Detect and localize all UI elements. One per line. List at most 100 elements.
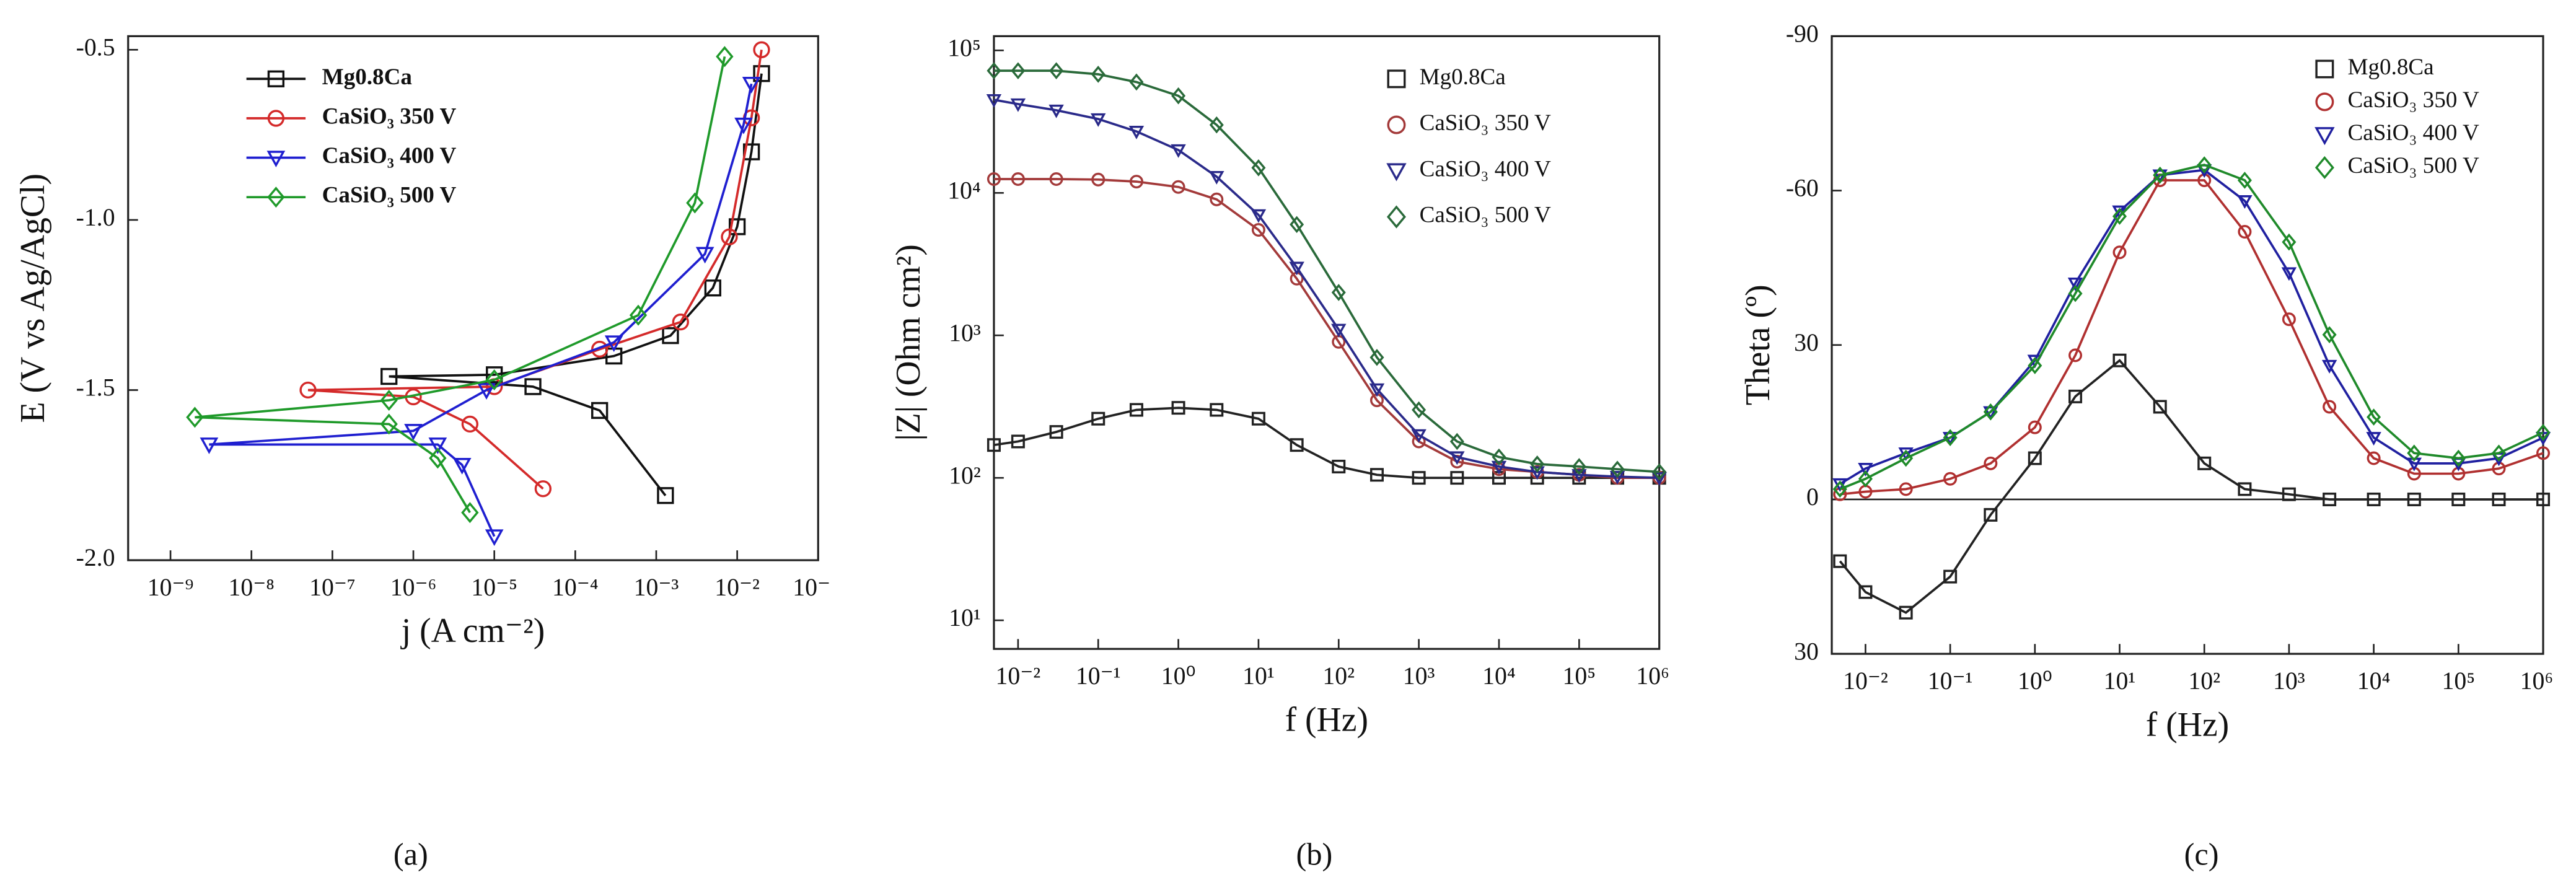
marker bbox=[1210, 192, 1224, 206]
marker bbox=[1369, 468, 1384, 482]
legend-label: CaSiO₃ 400 V bbox=[322, 143, 457, 169]
marker bbox=[2492, 492, 2506, 506]
marker bbox=[186, 406, 204, 428]
marker bbox=[734, 117, 753, 134]
marker bbox=[1011, 434, 1025, 449]
marker bbox=[987, 438, 1001, 452]
marker bbox=[2323, 400, 2337, 414]
series-line bbox=[993, 69, 1659, 473]
marker bbox=[429, 447, 447, 469]
legend-label: CaSiO₃ 350 V bbox=[2347, 87, 2479, 113]
x-tick-label: 10¹ bbox=[1242, 662, 1275, 690]
x-tick-label: 10⁵ bbox=[2442, 667, 2475, 695]
marker bbox=[477, 383, 496, 400]
x-tick-label: 10⁻² bbox=[996, 662, 1041, 690]
marker bbox=[1171, 401, 1185, 415]
marker bbox=[2197, 456, 2212, 470]
legend-label: CaSiO₃ 400 V bbox=[2347, 120, 2479, 146]
y-tick-label: -1.0 bbox=[76, 204, 115, 231]
marker bbox=[1943, 472, 1958, 486]
series-line bbox=[993, 406, 1659, 480]
legend-label: Mg0.8Ca bbox=[1420, 64, 1506, 90]
marker bbox=[1492, 448, 1506, 466]
x-tick-label: 10⁰ bbox=[2018, 667, 2052, 695]
series-line bbox=[993, 99, 1659, 480]
marker bbox=[461, 502, 479, 524]
x-tick-label: 10⁰ bbox=[1161, 662, 1196, 690]
marker bbox=[1290, 216, 1304, 234]
marker bbox=[428, 437, 447, 454]
marker bbox=[1129, 403, 1143, 417]
marker bbox=[404, 424, 423, 441]
series-line bbox=[1840, 179, 2544, 496]
caption: (c) bbox=[2184, 837, 2219, 871]
marker bbox=[1833, 554, 1847, 568]
marker bbox=[1129, 73, 1144, 91]
marker bbox=[2536, 424, 2551, 441]
marker bbox=[1491, 460, 1507, 475]
marker bbox=[1171, 180, 1185, 194]
marker bbox=[380, 367, 398, 385]
y-axis-label: Theta (º) bbox=[1739, 284, 1777, 405]
x-tick-label: 10⁻¹ bbox=[1928, 667, 1973, 695]
marker bbox=[629, 304, 648, 326]
marker bbox=[1369, 383, 1385, 397]
marker bbox=[2068, 348, 2083, 362]
marker bbox=[1049, 62, 1064, 79]
legend-label: CaSiO₃ 350 V bbox=[1420, 110, 1551, 136]
marker bbox=[1412, 471, 1426, 485]
marker bbox=[1251, 159, 1266, 177]
marker bbox=[672, 314, 689, 331]
marker bbox=[200, 437, 219, 454]
marker bbox=[1530, 455, 1545, 473]
marker bbox=[2068, 284, 2083, 302]
marker bbox=[266, 151, 286, 168]
x-axis-label: j (A cm⁻²) bbox=[400, 612, 545, 650]
marker bbox=[753, 65, 770, 82]
x-tick-label: 10⁻⁸ bbox=[228, 574, 275, 601]
marker bbox=[1899, 449, 1914, 467]
marker bbox=[1289, 261, 1304, 276]
x-tick-label: 10⁻³ bbox=[634, 574, 679, 601]
marker bbox=[534, 480, 552, 498]
marker bbox=[1386, 163, 1407, 182]
marker bbox=[1387, 115, 1406, 134]
x-tick-label: 10⁻¹ bbox=[1076, 662, 1121, 690]
marker bbox=[2536, 446, 2550, 460]
marker bbox=[1450, 471, 1464, 485]
marker bbox=[2153, 166, 2168, 184]
marker bbox=[2367, 408, 2381, 426]
marker bbox=[267, 70, 285, 87]
series-line bbox=[993, 178, 1659, 480]
marker bbox=[2491, 444, 2507, 462]
y-tick-label: -0.5 bbox=[76, 33, 115, 61]
y-tick-label: 10⁵ bbox=[947, 34, 981, 61]
marker bbox=[1449, 433, 1464, 450]
x-tick-label: 10³ bbox=[1403, 662, 1435, 690]
marker bbox=[987, 62, 1001, 79]
marker bbox=[2238, 482, 2252, 496]
marker bbox=[2322, 326, 2337, 343]
x-tick-label: 10⁴ bbox=[2357, 667, 2391, 695]
marker bbox=[1210, 403, 1224, 417]
marker bbox=[704, 279, 721, 297]
legend-label: CaSiO₃ 500 V bbox=[2347, 153, 2479, 178]
marker bbox=[2152, 169, 2168, 183]
series-line bbox=[1839, 359, 2543, 614]
plot-frame bbox=[127, 35, 819, 561]
marker bbox=[1209, 116, 1224, 134]
marker bbox=[1091, 411, 1106, 426]
x-tick-label: 10⁻⁹ bbox=[147, 574, 194, 601]
marker bbox=[987, 172, 1001, 187]
x-tick-label: 10⁻⁷ bbox=[309, 574, 356, 601]
marker bbox=[1609, 471, 1625, 485]
marker bbox=[753, 41, 770, 58]
marker bbox=[1049, 172, 1063, 187]
marker bbox=[2407, 492, 2421, 506]
y-tick-label: 30 bbox=[1794, 329, 1819, 356]
y-axis-label: E (V vs Ag/AgCl) bbox=[14, 173, 52, 423]
y-axis-label: |Z| (Ohm cm²) bbox=[889, 244, 928, 441]
marker bbox=[2282, 233, 2297, 251]
marker bbox=[452, 458, 472, 475]
marker bbox=[2367, 451, 2381, 465]
